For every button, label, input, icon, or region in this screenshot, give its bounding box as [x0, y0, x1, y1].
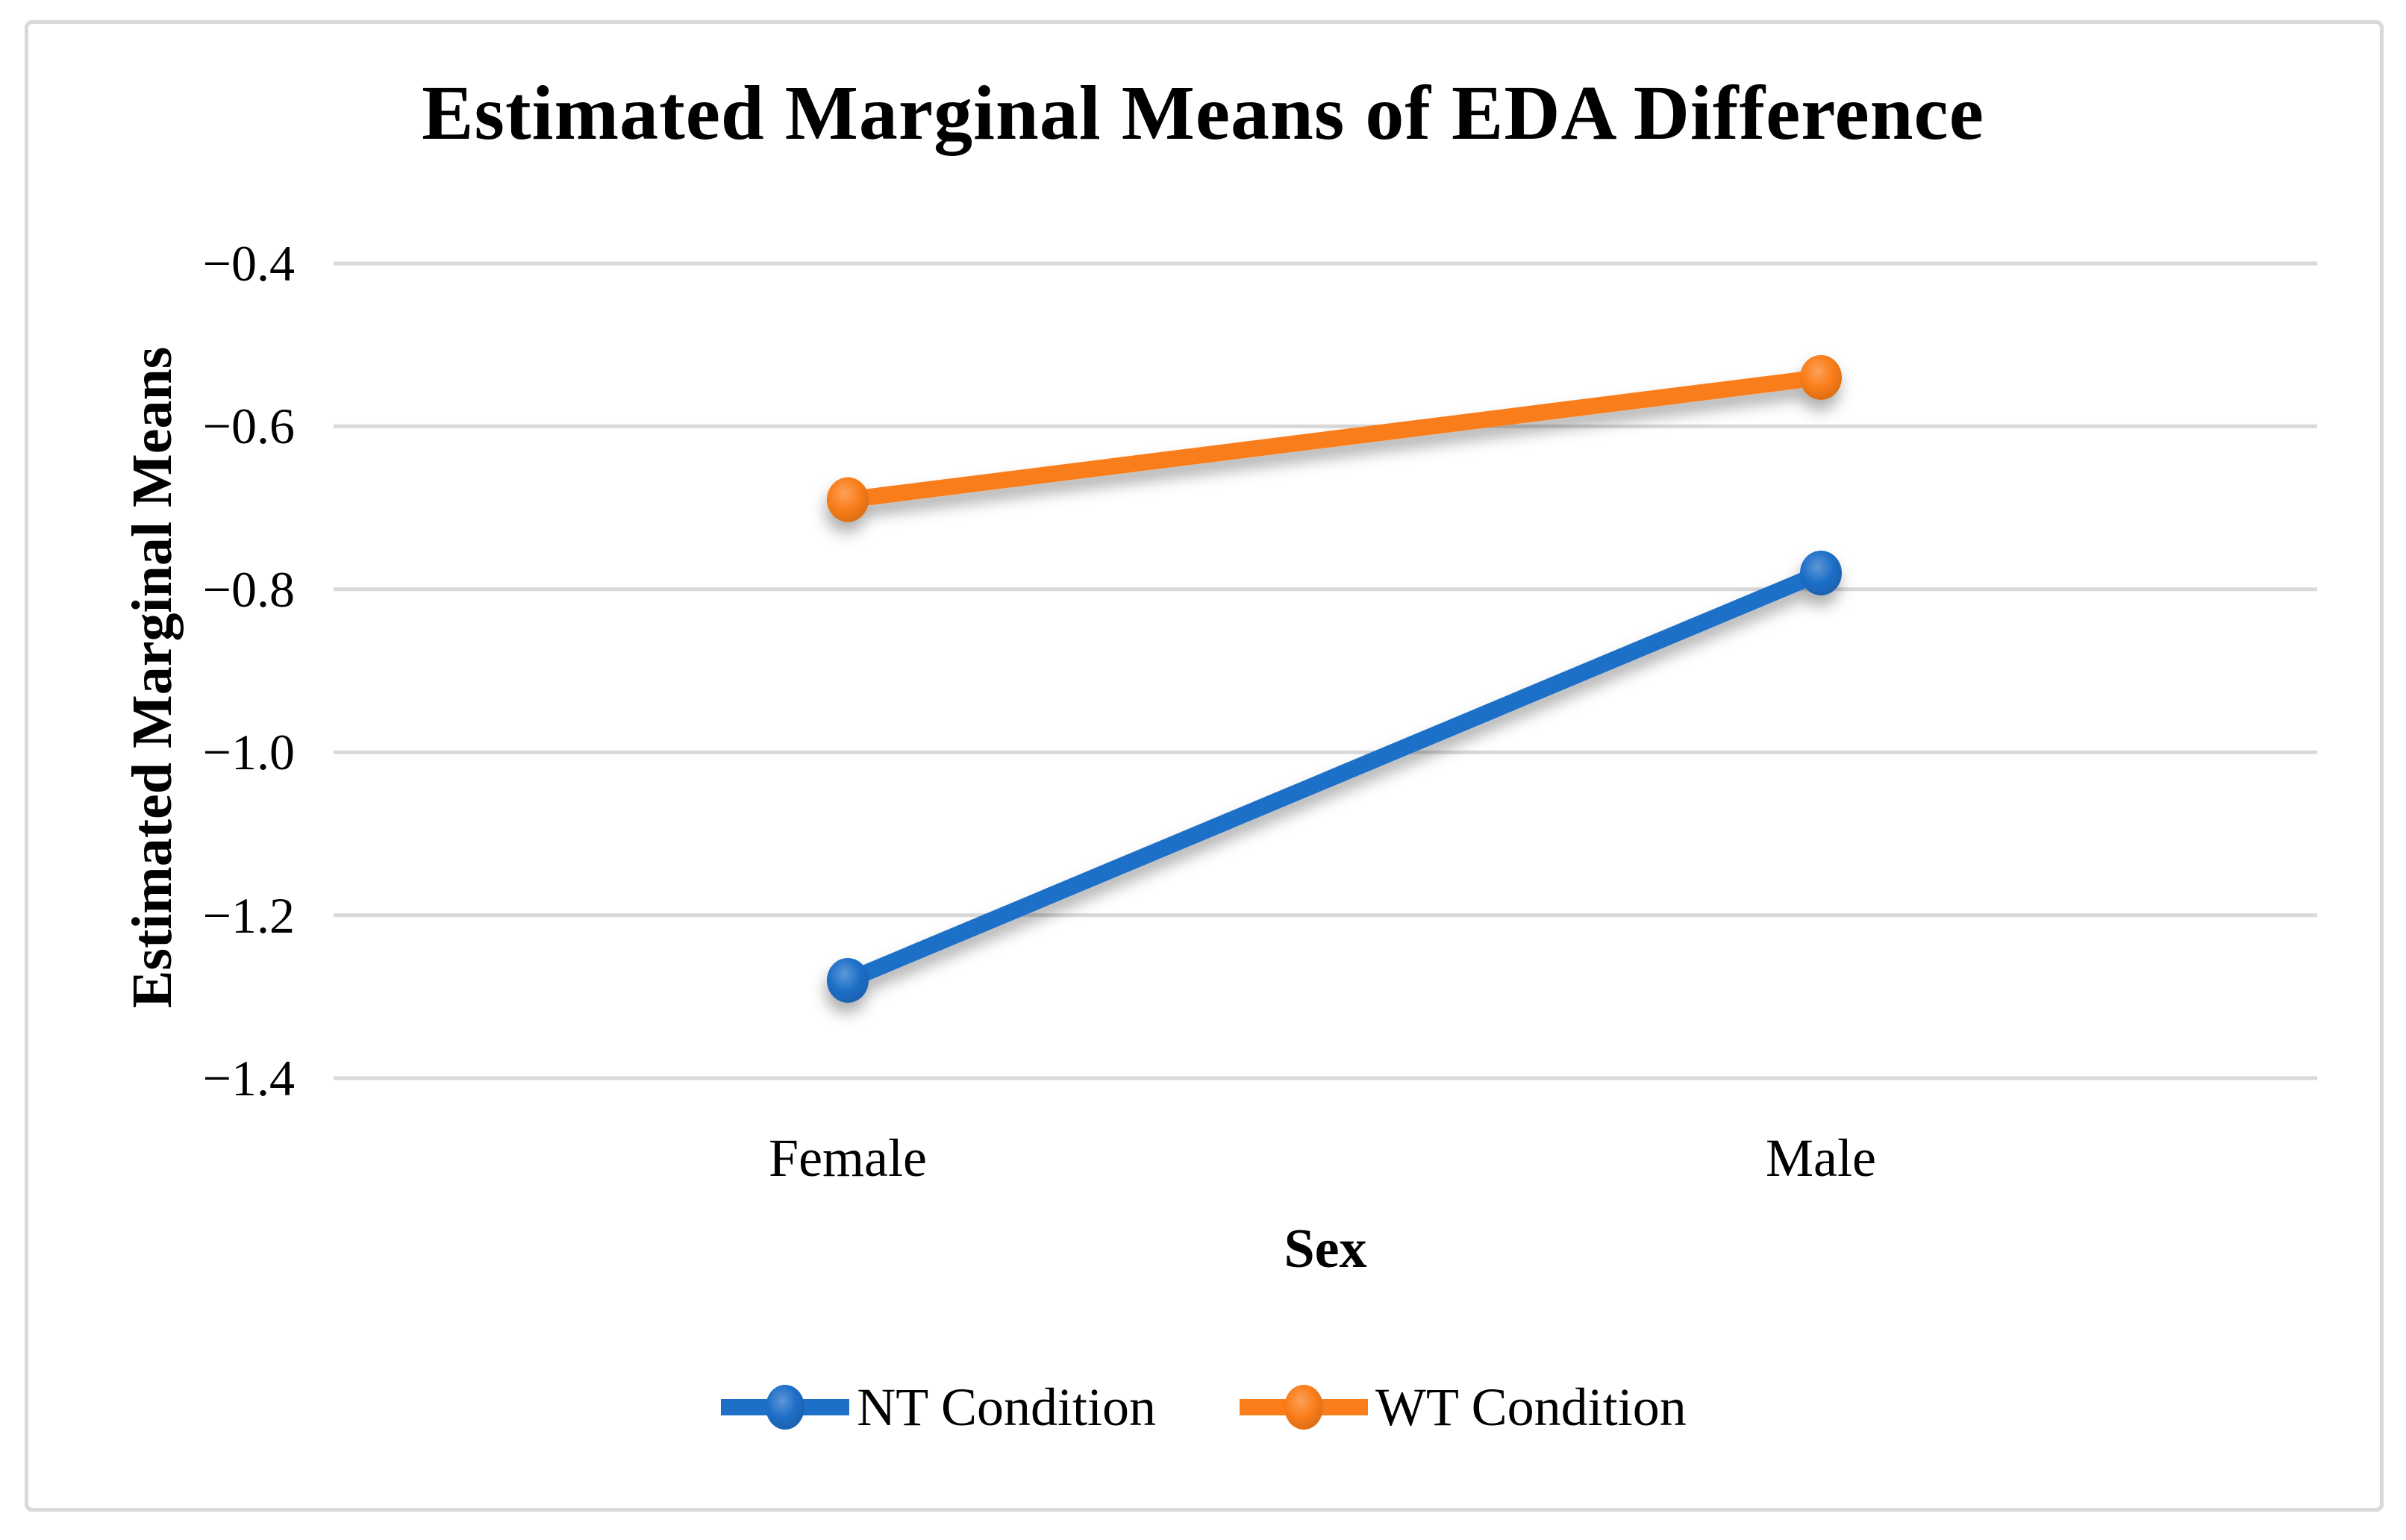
nt-condition-series [827, 550, 1842, 1003]
y-tick-label: −1.4 [202, 1050, 295, 1107]
legend-marker-icon [1284, 1385, 1324, 1430]
y-tick-label: −0.8 [202, 560, 295, 618]
legend-label-wt: WT Condition [1375, 1377, 1687, 1437]
y-axis-title: Estimated Marginal Means [121, 346, 184, 1009]
series-line [846, 369, 1822, 508]
legend-marker-icon [766, 1385, 805, 1430]
x-axis-title: Sex [1284, 1218, 1367, 1280]
y-tick-label: −0.6 [202, 398, 295, 455]
plot-area [334, 261, 2317, 1080]
chart-title: Estimated Marginal Means of EDA Differen… [422, 70, 1984, 156]
y-tick-label: −0.4 [202, 235, 295, 292]
legend-item-wt: WT Condition [1238, 1373, 1687, 1442]
data-point-marker [827, 477, 869, 522]
chart-frame [25, 20, 2384, 1512]
y-tick-label: −1.0 [202, 724, 295, 781]
data-point-marker [1800, 354, 1842, 400]
y-tick-label: −1.2 [202, 886, 295, 944]
x-category-label: Male [1766, 1128, 1876, 1188]
series-line [844, 565, 1825, 989]
wt-series-swatch-icon [1240, 1385, 1369, 1430]
legend: NT Condition WT Condition [0, 1373, 2406, 1442]
wt-condition-series [827, 354, 1842, 522]
x-category-label: Female [769, 1128, 927, 1188]
data-point-marker [827, 957, 869, 1003]
nt-series-swatch-icon [721, 1385, 850, 1430]
legend-item-nt: NT Condition [719, 1373, 1156, 1442]
legend-label-nt: NT Condition [857, 1377, 1157, 1437]
data-point-marker [1800, 550, 1842, 595]
